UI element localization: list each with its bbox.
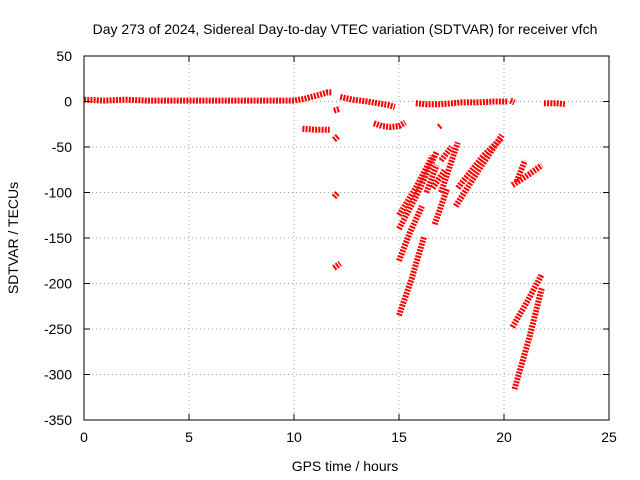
data-track-11 [372, 119, 407, 131]
x-tick-label: 0 [80, 429, 88, 445]
data-track-13 [396, 150, 440, 231]
y-tick-label: -200 [44, 276, 72, 292]
data-track-7 [333, 105, 342, 114]
y-tick-label: -350 [44, 412, 72, 428]
data-track-17 [430, 168, 448, 190]
x-tick-label: 20 [496, 429, 512, 445]
axis-ticks: 0 5 10 15 20 25 50 0 -50 -100 -150 -200 -250 -300 -350 [44, 48, 617, 445]
data-track-3 [415, 98, 509, 108]
plot-frame [83, 55, 610, 421]
y-tick-label: -250 [44, 321, 72, 337]
x-axis-label: GPS time / hours [292, 458, 399, 474]
y-tick-label: 50 [56, 48, 72, 64]
data-track-9 [331, 190, 341, 200]
data-track-25 [513, 159, 528, 183]
x-tick-label: 5 [185, 429, 193, 445]
data-track-21 [436, 122, 443, 130]
y-tick-label: -50 [52, 139, 72, 155]
data-track-19 [438, 145, 454, 163]
data-track-23 [455, 135, 504, 190]
data-track-14 [396, 204, 425, 262]
y-tick-label: -150 [44, 230, 72, 246]
x-tick-label: 15 [391, 429, 407, 445]
grid-lines [84, 56, 609, 420]
data-track-2 [339, 93, 396, 110]
data-track-18 [431, 187, 451, 226]
data-track-1 [83, 89, 332, 104]
data-track-6 [302, 125, 330, 133]
data-track-4 [509, 97, 516, 106]
data-track-10 [332, 261, 342, 271]
data-track-26 [509, 272, 545, 329]
y-tick-label: 0 [64, 94, 72, 110]
data-series [83, 89, 566, 390]
data-track-8 [331, 133, 341, 142]
data-track-15 [396, 235, 428, 317]
y-tick-label: -100 [44, 185, 72, 201]
data-track-27 [511, 287, 545, 390]
data-track-24 [510, 162, 544, 188]
data-track-16 [423, 164, 440, 194]
chart-title: Day 273 of 2024, Sidereal Day-to-day VTE… [93, 21, 598, 37]
y-tick-label: -300 [44, 367, 72, 383]
x-tick-label: 10 [286, 429, 302, 445]
y-axis-label: SDTVAR / TECUs [5, 182, 21, 294]
data-track-20 [438, 141, 461, 194]
data-track-5 [543, 100, 566, 108]
x-tick-label: 25 [601, 429, 617, 445]
